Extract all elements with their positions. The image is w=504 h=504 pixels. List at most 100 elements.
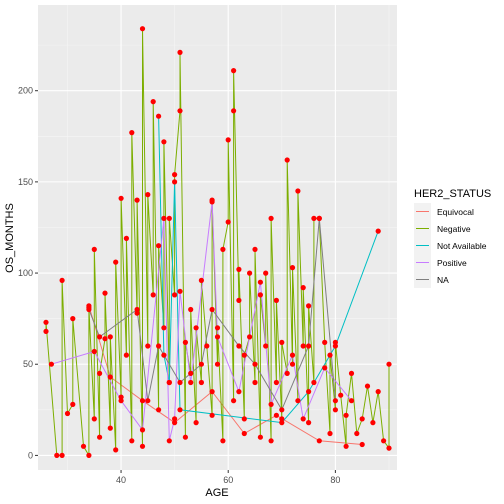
data-point <box>107 425 113 431</box>
data-point <box>322 365 328 371</box>
data-point <box>123 352 129 358</box>
data-point <box>247 334 253 340</box>
data-point <box>289 265 296 271</box>
data-point <box>156 343 162 349</box>
data-point <box>150 99 156 105</box>
data-point <box>236 297 242 303</box>
data-point <box>316 438 322 444</box>
data-point <box>91 348 97 355</box>
data-point <box>343 443 349 449</box>
data-point <box>354 430 360 437</box>
y-tick-label: 150 <box>18 177 33 187</box>
data-point <box>193 325 199 331</box>
data-point <box>332 339 338 345</box>
data-point <box>231 68 237 74</box>
data-point <box>247 270 253 276</box>
series-line-na <box>88 218 336 411</box>
data-point <box>172 179 178 185</box>
data-point <box>332 407 338 413</box>
data-point <box>348 370 355 376</box>
data-point <box>118 398 124 404</box>
data-point <box>279 416 285 422</box>
data-point <box>220 438 226 444</box>
data-point <box>343 412 349 418</box>
data-point <box>177 407 183 413</box>
data-point <box>59 452 65 458</box>
data-point <box>134 310 140 316</box>
legend-label: Equivocal <box>437 207 474 217</box>
data-point <box>156 243 162 249</box>
data-point <box>311 215 317 221</box>
data-point <box>289 361 296 367</box>
data-point <box>177 49 183 56</box>
data-point <box>118 195 124 201</box>
data-point <box>107 374 113 380</box>
data-point <box>188 379 194 386</box>
data-point <box>161 139 167 145</box>
data-point <box>306 389 312 395</box>
data-point <box>268 215 274 221</box>
data-point <box>54 452 60 458</box>
data-point <box>225 137 231 143</box>
data-point <box>172 172 178 178</box>
data-point <box>145 398 151 404</box>
x-tick-label: 80 <box>330 475 340 485</box>
data-point <box>129 438 135 444</box>
data-point <box>220 246 226 252</box>
data-point <box>204 343 210 349</box>
y-tick-label: 50 <box>23 359 33 369</box>
x-tick-label: 60 <box>223 475 233 485</box>
data-point <box>64 410 71 417</box>
data-point <box>188 306 194 313</box>
data-point <box>209 389 215 395</box>
data-point <box>172 420 178 426</box>
data-point <box>43 328 49 334</box>
data-points <box>43 26 392 458</box>
data-point <box>257 292 263 298</box>
data-point <box>102 290 108 296</box>
data-point <box>231 108 237 114</box>
data-point <box>295 188 301 194</box>
data-point <box>139 427 146 433</box>
data-point <box>364 383 371 389</box>
data-point <box>113 447 119 453</box>
data-point <box>273 379 279 386</box>
data-point <box>161 325 167 331</box>
y-tick-label: 0 <box>28 450 33 460</box>
data-point <box>214 361 221 367</box>
data-point <box>327 430 333 437</box>
data-point <box>80 443 87 449</box>
data-point <box>386 445 392 451</box>
data-point <box>241 352 247 358</box>
data-point <box>375 228 381 234</box>
data-point <box>209 412 215 418</box>
data-point <box>273 412 279 418</box>
data-point <box>97 334 103 340</box>
data-point <box>166 438 172 444</box>
data-point <box>134 197 140 203</box>
data-point <box>252 246 258 252</box>
data-point <box>284 370 290 376</box>
data-point <box>198 277 204 283</box>
data-point <box>177 288 183 294</box>
data-point <box>241 416 247 422</box>
legend-label: Negative <box>437 224 471 234</box>
y-tick-label: 100 <box>18 268 33 278</box>
data-point <box>177 108 183 114</box>
data-point <box>225 219 231 225</box>
data-point <box>139 443 146 449</box>
y-axis-title: OS_MONTHS <box>4 203 16 273</box>
data-point <box>316 215 322 221</box>
y-tick-label: 200 <box>18 86 33 96</box>
data-point <box>156 407 162 413</box>
data-point <box>172 416 178 422</box>
data-point <box>348 398 355 404</box>
data-point <box>236 266 242 272</box>
legend-label: Positive <box>437 258 467 268</box>
data-point <box>172 292 178 298</box>
data-point <box>188 370 194 376</box>
data-point <box>198 361 204 367</box>
data-point <box>268 438 274 444</box>
data-point <box>145 343 151 349</box>
